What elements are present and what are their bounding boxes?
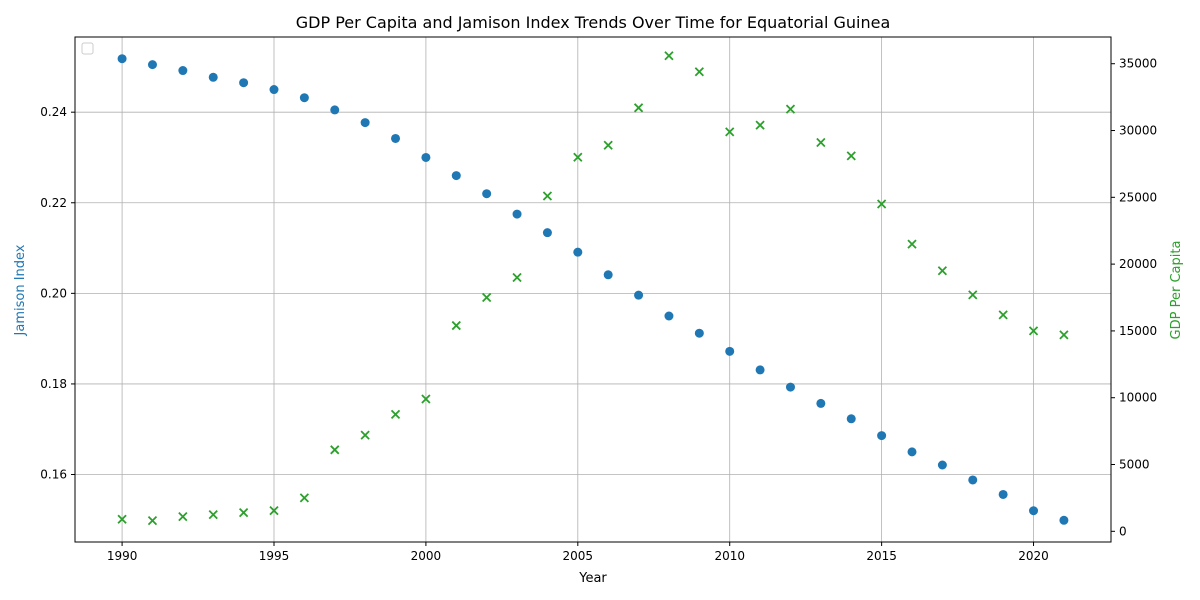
y-right-tick-label: 0	[1119, 524, 1127, 538]
jamison-point	[147, 60, 157, 70]
gdp-point	[846, 151, 856, 161]
jamison-point	[1059, 515, 1069, 525]
x-tick-label: 2020	[1018, 549, 1049, 563]
jamison-point	[178, 66, 188, 76]
grid-layer	[75, 37, 1111, 542]
x-tick-label: 2010	[714, 549, 745, 563]
gdp-point	[451, 320, 461, 331]
gdp-point	[573, 152, 583, 162]
gdp-point	[937, 266, 948, 276]
gdp-point	[1059, 330, 1069, 340]
gdp-point	[238, 507, 249, 518]
jamison-point	[1029, 506, 1039, 516]
jamison-point	[907, 447, 917, 457]
jamison-point	[269, 85, 279, 95]
jamison-point	[968, 475, 978, 485]
x-axis-label: Year	[578, 571, 607, 586]
gdp-point	[664, 51, 674, 61]
gdp-point	[390, 409, 401, 420]
gdp-point	[816, 137, 826, 148]
jamison-point	[603, 270, 613, 280]
y-right-tick-label: 30000	[1119, 124, 1157, 138]
jamison-point	[117, 54, 127, 64]
jamison-point	[634, 290, 644, 300]
jamison-point	[664, 311, 674, 321]
y-right-tick-label: 5000	[1119, 458, 1150, 472]
gdp-point	[755, 120, 765, 130]
y-right-tick-label: 20000	[1119, 257, 1157, 271]
jamison-point	[694, 328, 704, 338]
gdp-point	[998, 310, 1008, 320]
jamison-point	[725, 346, 735, 356]
jamison-point	[998, 489, 1008, 499]
gdp-point	[968, 290, 978, 300]
y-axis-left-label: Jamison Index	[13, 244, 28, 336]
gdp-point	[725, 127, 735, 137]
jamison-point	[208, 72, 218, 82]
jamison-point	[451, 171, 461, 181]
plot-frame	[74, 36, 1112, 543]
jamison-point	[573, 247, 583, 257]
gdp-point	[178, 511, 188, 522]
gdp-point	[269, 505, 279, 516]
y-right-tick-label: 15000	[1119, 324, 1157, 338]
gdp-point	[208, 509, 218, 520]
jamison-point	[846, 414, 856, 424]
points-layer	[117, 51, 1069, 526]
jamison-point	[391, 133, 401, 143]
jamison-point	[542, 228, 552, 238]
jamison-point	[937, 460, 947, 470]
gdp-point	[117, 514, 127, 524]
jamison-point	[755, 365, 765, 375]
gdp-point	[876, 199, 887, 209]
chart-title: GDP Per Capita and Jamison Index Trends …	[296, 13, 891, 32]
jamison-point	[360, 118, 370, 128]
legend-box	[81, 42, 94, 55]
gdp-point	[1028, 326, 1039, 336]
y-right-tick-label: 25000	[1119, 190, 1157, 204]
gdp-point	[421, 394, 431, 404]
jamison-point	[482, 189, 492, 199]
y-left-tick-label: 0.16	[40, 468, 67, 482]
gdp-point	[512, 272, 522, 283]
x-tick-label: 2000	[411, 549, 442, 563]
gdp-point	[633, 103, 644, 113]
jamison-point	[239, 78, 249, 88]
gdp-point	[907, 239, 917, 249]
y-right-tick-label: 10000	[1119, 391, 1157, 405]
gdp-point	[694, 67, 704, 77]
gdp-point	[330, 445, 340, 455]
x-tick-label: 2015	[866, 549, 897, 563]
gdp-point	[360, 430, 370, 440]
jamison-point	[785, 382, 795, 392]
gdp-point	[482, 292, 492, 303]
jamison-point	[330, 105, 340, 115]
jamison-point	[877, 431, 887, 441]
gdp-point	[785, 104, 796, 114]
y-left-tick-label: 0.20	[40, 286, 67, 300]
jamison-point	[421, 152, 431, 162]
gdp-point	[147, 515, 158, 526]
y-left-tick-label: 0.22	[40, 196, 67, 210]
x-tick-label: 1995	[259, 549, 290, 563]
y-axis-right-label: GDP Per Capita	[1169, 241, 1184, 340]
jamison-point	[816, 398, 826, 408]
gdp-point	[299, 493, 310, 503]
x-tick-label: 2005	[563, 549, 594, 563]
ticks-layer: 1990 1995 2000 2005 2010 2015 2020 0.16 0.18 0.20…	[40, 57, 1157, 563]
gdp-point	[542, 191, 553, 201]
y-left-tick-label: 0.24	[40, 105, 67, 119]
x-tick-label: 1990	[107, 549, 138, 563]
y-left-tick-label: 0.18	[40, 377, 67, 391]
jamison-point	[512, 209, 522, 219]
gdp-point	[603, 140, 613, 150]
y-right-tick-label: 35000	[1119, 57, 1157, 71]
jamison-point	[299, 93, 309, 103]
